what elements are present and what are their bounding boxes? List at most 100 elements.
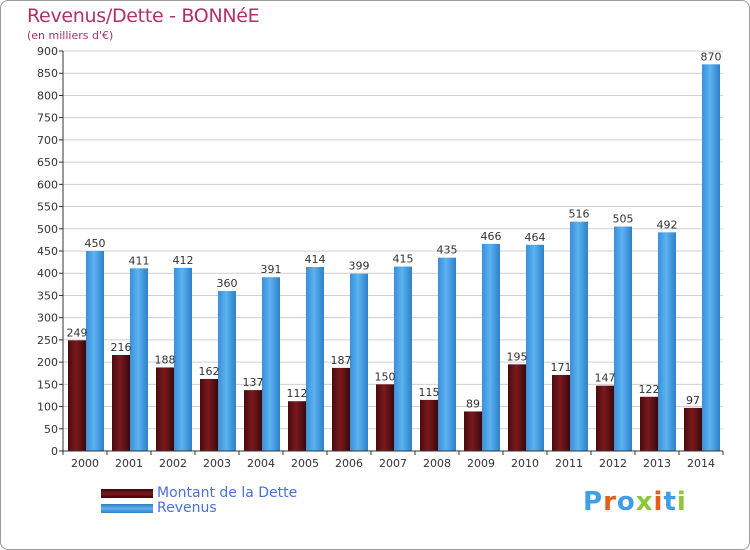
legend-swatch-revenue	[101, 504, 153, 513]
data-label-revenue-2005: 414	[305, 253, 326, 266]
y-tick-label-300: 300	[37, 312, 58, 325]
data-label-revenue-2011: 516	[569, 208, 590, 221]
y-tick-label-550: 550	[37, 201, 58, 214]
data-label-debt-2002: 188	[155, 353, 176, 366]
legend-label-revenue: Revenus	[157, 500, 217, 516]
bar-revenue-2003	[218, 291, 236, 451]
data-label-revenue-2009: 466	[481, 230, 502, 243]
y-tick-label-350: 350	[37, 289, 58, 302]
y-tick-label-600: 600	[37, 178, 58, 191]
logo-letter: o	[616, 487, 636, 517]
chart-subtitle: (en milliers d'€)	[27, 29, 114, 42]
y-tick-label-650: 650	[37, 156, 58, 169]
bar-debt-2011	[552, 375, 570, 451]
bar-debt-2006	[332, 367, 350, 451]
bar-revenue-2005	[306, 267, 324, 451]
bar-revenue-2014	[702, 64, 720, 452]
logo-letter: t	[663, 487, 677, 517]
bar-revenue-2008	[438, 257, 456, 451]
data-label-revenue-2010: 464	[525, 231, 546, 244]
bar-debt-2010	[508, 364, 526, 451]
chart-title: Revenus/Dette - BONNéE	[27, 5, 260, 27]
data-label-revenue-2008: 435	[437, 244, 458, 257]
data-label-debt-2005: 112	[287, 387, 308, 400]
data-label-debt-2003: 162	[199, 365, 220, 378]
y-tick-label-700: 700	[37, 134, 58, 147]
x-tick-label-2012: 2012	[599, 457, 627, 470]
logo-letter: x	[635, 487, 654, 517]
x-tick-label-2011: 2011	[555, 457, 583, 470]
x-tick-label-2010: 2010	[511, 457, 539, 470]
logo-letter: P	[583, 487, 604, 517]
data-label-debt-2006: 187	[331, 354, 352, 367]
bar-revenue-2001	[130, 268, 148, 451]
bar-revenue-2004	[262, 277, 280, 451]
x-tick-label-2000: 2000	[71, 457, 99, 470]
bar-debt-2009	[464, 411, 482, 451]
data-label-debt-2000: 249	[67, 326, 88, 339]
data-label-debt-2013: 122	[639, 383, 660, 396]
legend-swatch-debt	[101, 489, 153, 498]
data-label-revenue-2014: 870	[701, 50, 722, 63]
axes-group: 0 50 100 150 200 250 300 350 400 450 500 550 600 650 7…	[37, 45, 724, 470]
data-label-debt-2008: 115	[419, 386, 440, 399]
data-label-debt-2012: 147	[595, 372, 616, 385]
bars-group	[68, 64, 720, 452]
data-label-revenue-2000: 450	[85, 237, 106, 250]
y-tick-label-800: 800	[37, 89, 58, 102]
labels-group: 249 450 216 411 188 412 162 360 137 391 112 414 187 3…	[67, 50, 722, 410]
legend-label-debt: Montant de la Dette	[157, 485, 298, 501]
bar-debt-2001	[112, 355, 130, 451]
data-label-revenue-2001: 411	[129, 254, 150, 267]
data-label-debt-2004: 137	[243, 376, 264, 389]
y-tick-label-400: 400	[37, 267, 58, 280]
x-tick-label-2008: 2008	[423, 457, 451, 470]
logo-letter: i	[676, 487, 687, 517]
bar-debt-2004	[244, 390, 262, 451]
x-tick-label-2014: 2014	[687, 457, 715, 470]
proxiti-logo: Proxiti	[583, 487, 687, 517]
y-tick-label-750: 750	[37, 112, 58, 125]
bar-revenue-2009	[482, 243, 500, 451]
data-label-revenue-2013: 492	[657, 218, 678, 231]
bar-debt-2005	[288, 401, 306, 451]
x-tick-label-2003: 2003	[203, 457, 231, 470]
bar-revenue-2011	[570, 221, 588, 451]
bar-revenue-2013	[658, 232, 676, 451]
y-tick-label-200: 200	[37, 356, 58, 369]
y-tick-label-50: 50	[44, 423, 58, 436]
y-tick-label-500: 500	[37, 223, 58, 236]
data-label-debt-2007: 150	[375, 370, 396, 383]
bar-debt-2000	[68, 340, 86, 451]
data-label-debt-2009: 89	[466, 397, 480, 410]
bar-debt-2014	[684, 407, 702, 451]
x-tick-label-2004: 2004	[247, 457, 275, 470]
x-tick-label-2007: 2007	[379, 457, 407, 470]
data-label-revenue-2002: 412	[173, 254, 194, 267]
data-label-revenue-2003: 360	[217, 277, 238, 290]
data-label-revenue-2012: 505	[613, 213, 634, 226]
bar-debt-2002	[156, 367, 174, 451]
logo-letter: r	[603, 487, 617, 517]
data-label-revenue-2004: 391	[261, 263, 282, 276]
y-tick-label-100: 100	[37, 401, 58, 414]
data-label-revenue-2006: 399	[349, 260, 370, 273]
data-label-debt-2001: 216	[111, 341, 132, 354]
y-tick-label-250: 250	[37, 334, 58, 347]
x-tick-label-2005: 2005	[291, 457, 319, 470]
bar-revenue-2007	[394, 266, 412, 451]
bar-revenue-2000	[86, 251, 104, 451]
bar-revenue-2012	[614, 226, 632, 451]
bar-debt-2013	[640, 396, 658, 451]
logo-letter: i	[653, 487, 664, 517]
bar-revenue-2002	[174, 267, 192, 451]
y-tick-label-150: 150	[37, 378, 58, 391]
y-tick-label-450: 450	[37, 245, 58, 258]
data-label-revenue-2007: 415	[393, 253, 414, 266]
y-tick-label-0: 0	[51, 445, 58, 458]
bar-revenue-2010	[526, 244, 544, 451]
data-label-debt-2011: 171	[551, 361, 572, 374]
data-label-debt-2010: 195	[507, 350, 528, 363]
